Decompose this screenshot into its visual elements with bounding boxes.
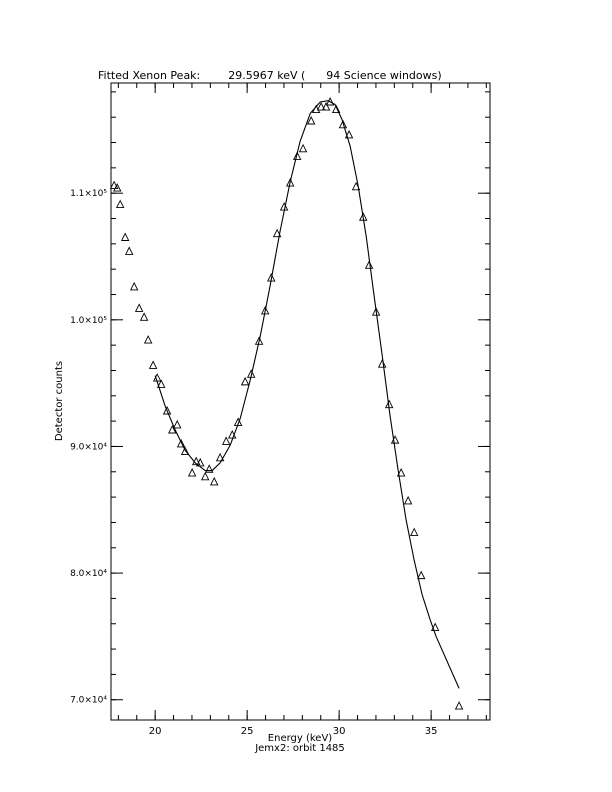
data-point <box>396 468 406 477</box>
data-point <box>454 701 464 710</box>
data-point <box>173 419 182 429</box>
y-tick-label: 8.0×10⁴ <box>70 569 107 579</box>
data-point <box>403 495 413 505</box>
data-point <box>316 102 326 111</box>
data-point <box>331 104 341 114</box>
y-tick-label: 1.1×10⁵ <box>70 189 107 199</box>
data-point <box>139 312 149 321</box>
data-point <box>109 180 119 190</box>
caption: Jemx2: orbit 1485 <box>254 743 345 754</box>
data-point <box>176 438 186 448</box>
chart-title: Fitted Xenon Peak: 29.5967 keV ( 94 Scie… <box>98 69 442 82</box>
y-tick-label: 7.0×10⁴ <box>70 696 107 706</box>
data-point <box>416 570 426 580</box>
data-point <box>134 303 144 312</box>
data-point <box>285 178 295 187</box>
data-point <box>115 199 125 209</box>
data-point <box>156 379 166 388</box>
x-tick-label: 25 <box>241 726 254 737</box>
data-point <box>215 452 225 462</box>
data-point <box>200 471 210 481</box>
data-point <box>321 102 331 111</box>
data-point <box>187 468 197 477</box>
data-point <box>254 336 264 345</box>
y-axis-label: Detector counts <box>54 361 65 441</box>
data-point <box>298 143 308 153</box>
data-point <box>205 464 214 473</box>
data-point <box>344 129 354 139</box>
data-point <box>143 335 153 344</box>
data-point <box>260 305 270 315</box>
data-point <box>221 436 231 445</box>
data-point <box>371 307 381 316</box>
data-point <box>306 115 316 125</box>
data-point <box>129 281 139 291</box>
data-point <box>120 232 130 241</box>
data-point <box>209 476 219 486</box>
x-axis-label: Energy (keV) <box>268 733 333 744</box>
data-point <box>377 359 387 368</box>
data-point <box>272 228 282 238</box>
x-tick-label: 20 <box>149 726 162 737</box>
data-point <box>364 260 374 269</box>
data-point <box>148 360 158 369</box>
y-tick-label: 9.0×10⁴ <box>70 442 107 452</box>
data-point <box>409 527 419 537</box>
y-tick-label: 1.0×10⁵ <box>70 316 107 326</box>
x-tick-label: 30 <box>333 726 346 737</box>
data-point <box>124 246 134 255</box>
data-point <box>168 424 177 434</box>
x-tick-label: 35 <box>425 726 438 737</box>
data-point <box>240 376 250 386</box>
data-point <box>113 183 122 192</box>
data-point <box>196 457 205 467</box>
data-point <box>338 119 348 129</box>
data-point <box>430 622 440 632</box>
data-point <box>292 151 302 160</box>
plot-frame <box>110 82 491 721</box>
data-point <box>162 405 172 415</box>
fit-line <box>154 100 460 689</box>
data-point <box>180 446 190 455</box>
